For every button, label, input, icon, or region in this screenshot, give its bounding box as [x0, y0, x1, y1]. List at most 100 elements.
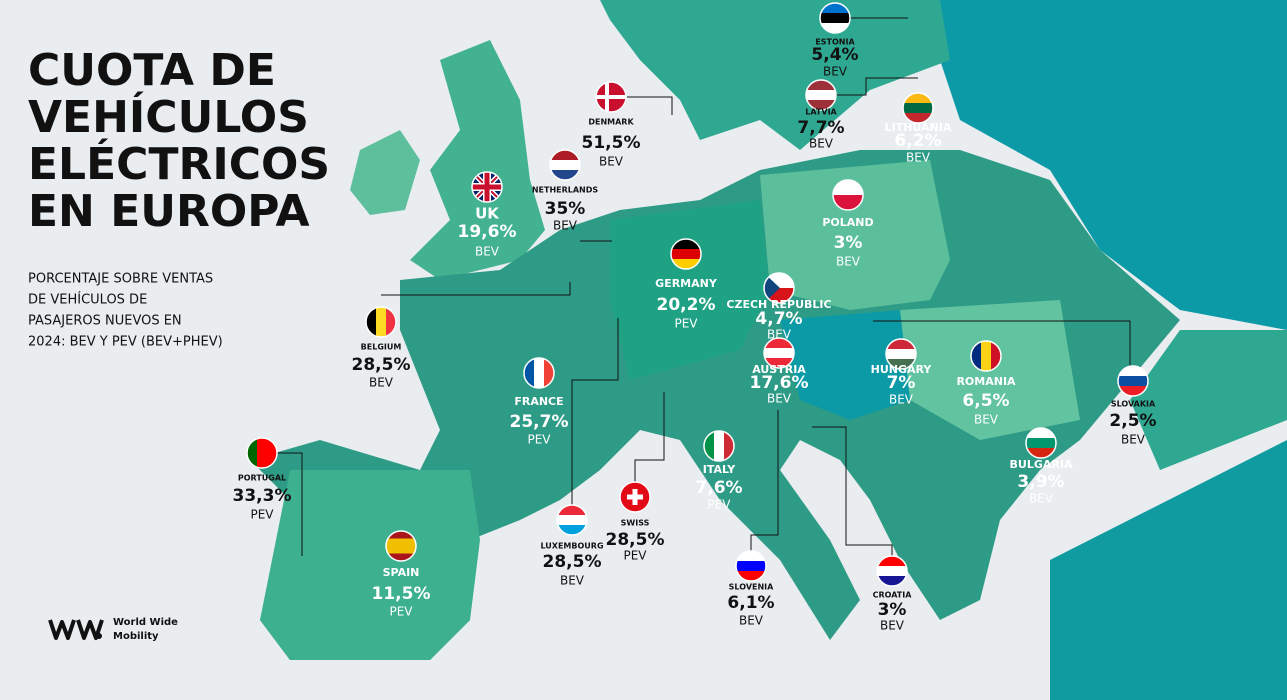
country-share: 3%	[878, 600, 907, 620]
country-kind: BEV	[369, 376, 394, 390]
flag	[1026, 428, 1056, 458]
flag-part	[1118, 376, 1148, 387]
flag	[620, 482, 650, 512]
flag-part	[1026, 438, 1056, 449]
flag	[704, 431, 734, 461]
country-kind: BEV	[560, 574, 585, 588]
flag-ring	[763, 337, 795, 369]
leader-lines	[277, 17, 1131, 556]
flag-part	[764, 348, 794, 359]
country-share: 17,6%	[750, 373, 809, 393]
country-share: 33,3%	[233, 486, 292, 506]
flag-part	[806, 90, 836, 101]
country-share: 6,2%	[894, 131, 941, 151]
country-name: LITHUANIA	[885, 121, 952, 134]
flag-part	[267, 438, 277, 468]
country-share: 7,6%	[695, 478, 742, 498]
flag-part	[557, 515, 587, 526]
flag-part	[534, 358, 545, 388]
flag-part	[704, 431, 715, 461]
flag-ring	[471, 171, 503, 203]
country-name: UK	[475, 205, 500, 223]
flag-ring	[619, 481, 651, 513]
country-kind: BEV	[906, 151, 931, 165]
country-label: NETHERLANDS 35%BEV	[532, 149, 598, 233]
country-kind: PEV	[389, 605, 413, 619]
flag-part	[764, 273, 780, 303]
flag-ring	[556, 504, 588, 536]
country-name: DENMARK	[588, 118, 634, 127]
flag	[886, 339, 916, 369]
flag-part	[386, 307, 396, 337]
country-label: ITALY 7,6%PEV	[695, 430, 743, 512]
country-share: 28,5%	[352, 355, 411, 375]
country-label: BELGIUM 28,5%BEV	[352, 306, 411, 390]
flag-ring	[703, 430, 735, 462]
subtitle-line: PASAJEROS NUEVOS EN	[28, 314, 182, 329]
flag-part	[596, 95, 626, 99]
country-share: 20,2%	[657, 295, 716, 315]
brand-logo	[48, 619, 104, 640]
flag-ring	[365, 306, 397, 338]
country-label: ROMANIA 6,5% BEV	[956, 340, 1016, 427]
flag	[596, 82, 626, 112]
flag	[806, 80, 836, 110]
flag-ring	[832, 179, 864, 211]
country-share: 25,7%	[510, 412, 569, 432]
flag-part	[1118, 366, 1148, 377]
flag-part	[550, 150, 580, 161]
flag-part	[671, 239, 701, 250]
title-line: EN EUROPA	[28, 186, 310, 237]
flag	[971, 341, 1001, 371]
flag-part	[557, 505, 587, 516]
country-kind: PEV	[623, 549, 647, 563]
country-kind: BEV	[974, 413, 999, 427]
flag-part	[386, 546, 416, 554]
country-name: AUSTRIA	[752, 363, 806, 376]
country-name: LUXEMBOURG	[540, 542, 603, 551]
country-name: HUNGARY	[871, 363, 933, 376]
country-share: 51,5%	[582, 133, 641, 153]
flag	[550, 150, 580, 180]
flag-part	[1118, 386, 1148, 396]
country-label: PORTUGAL 33,3% PEV	[233, 437, 292, 522]
flag-ring	[670, 238, 702, 270]
country-kind: BEV	[739, 614, 764, 628]
flag-part	[903, 93, 933, 104]
flag	[820, 3, 850, 33]
flag-part	[903, 103, 933, 114]
country-share: 5,4%	[811, 45, 858, 65]
brand-dot	[96, 633, 102, 639]
flag-part	[981, 341, 992, 371]
country-kind: BEV	[1121, 433, 1146, 447]
country-label: GERMANY 20,2% PEV	[655, 238, 718, 331]
flag-part	[1026, 448, 1056, 458]
country-label: SWISS 28,5%PEV	[606, 481, 664, 563]
flag-part	[764, 338, 794, 349]
flag-ring	[595, 81, 627, 113]
flag-ring	[246, 437, 278, 469]
flag-part	[386, 538, 416, 547]
country-share: 28,5%	[543, 552, 602, 572]
country-kind: PEV	[674, 317, 698, 331]
flag-part	[877, 566, 907, 577]
country-share: 3%	[834, 233, 863, 253]
flag-part	[671, 249, 701, 260]
flag-ring	[819, 2, 851, 34]
flag-ring	[970, 340, 1002, 372]
country-share: 7,7%	[797, 118, 844, 138]
country-label: SPAIN 11,5%PEV	[372, 530, 430, 619]
flag-part	[366, 307, 377, 337]
flag-part	[764, 358, 794, 368]
flag-part	[877, 556, 907, 567]
country-share: 35%	[545, 199, 586, 219]
country-share: 6,1%	[727, 593, 774, 613]
flag	[877, 556, 907, 586]
